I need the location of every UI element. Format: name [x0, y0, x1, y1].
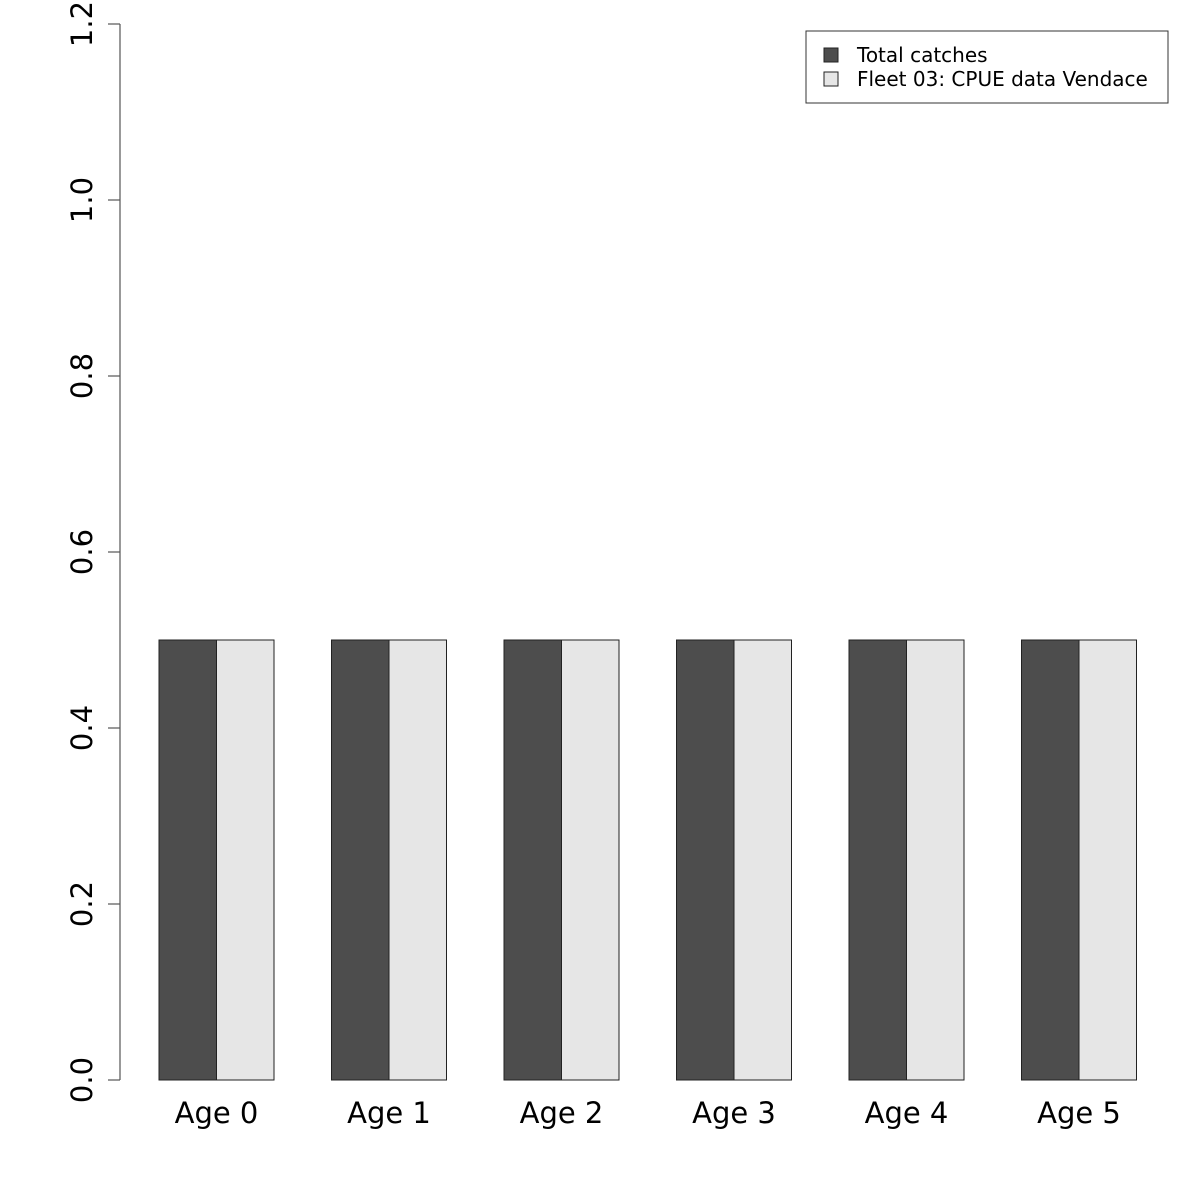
bar	[331, 639, 390, 1081]
y-axis: 0.0 0.2 0.4 0.6 0.8 1.0 1.2	[65, 1, 121, 1103]
legend-box	[805, 30, 1169, 104]
x-tick-label: Age 5	[1037, 1096, 1121, 1130]
bar	[388, 639, 447, 1081]
legend-swatch	[823, 47, 839, 63]
bar	[906, 639, 965, 1081]
bar	[561, 639, 620, 1081]
y-tick-label: 0.4	[65, 705, 99, 751]
y-tick-label: 0.6	[65, 529, 99, 575]
bar	[676, 639, 735, 1081]
y-tick-label: 0.2	[65, 881, 99, 927]
x-axis-labels: Age 0 Age 1 Age 2 Age 3 Age 4 Age 5	[175, 1096, 1121, 1130]
bar	[848, 639, 907, 1081]
y-tick-label: 0.8	[65, 353, 99, 399]
y-tick-label: 1.0	[65, 177, 99, 223]
x-tick-label: Age 2	[520, 1096, 604, 1130]
bar	[1078, 639, 1137, 1081]
legend-label: Fleet 03: CPUE data Vendace	[857, 67, 1148, 91]
bar	[216, 639, 275, 1081]
x-tick-label: Age 1	[347, 1096, 431, 1130]
x-tick-label: Age 3	[692, 1096, 776, 1130]
bars	[158, 639, 1137, 1081]
x-tick-label: Age 0	[175, 1096, 259, 1130]
legend-swatch	[823, 71, 839, 87]
bar	[158, 639, 217, 1081]
y-tick-label: 0.0	[65, 1057, 99, 1103]
bar	[733, 639, 792, 1081]
x-tick-label: Age 4	[865, 1096, 949, 1130]
bar	[503, 639, 562, 1081]
legend-label: Total catches	[856, 43, 988, 67]
y-tick-label: 1.2	[65, 1, 99, 47]
bar	[1021, 639, 1080, 1081]
